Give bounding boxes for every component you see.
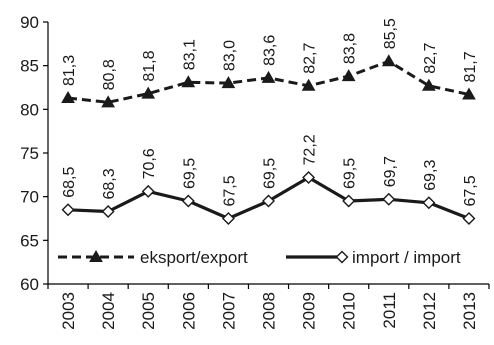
- x-tick-label: 2005: [139, 292, 158, 330]
- data-point-marker: [181, 75, 196, 88]
- y-tick-label: 75: [20, 144, 39, 163]
- data-label: 80,8: [101, 59, 118, 90]
- data-point-marker: [341, 69, 356, 82]
- data-point-marker: [101, 205, 115, 219]
- legend-swatch-marker: [89, 249, 103, 262]
- y-tick-label: 90: [20, 13, 39, 32]
- data-point-marker: [462, 212, 476, 225]
- data-label: 83,1: [181, 39, 198, 70]
- data-point-marker: [261, 70, 276, 83]
- x-tick-label: 2012: [420, 292, 439, 330]
- data-label: 81,3: [61, 55, 78, 86]
- data-point-marker: [221, 212, 235, 225]
- y-tick-label: 65: [20, 231, 39, 250]
- data-point-marker: [302, 170, 316, 184]
- data-label: 85,5: [382, 18, 399, 49]
- data-point-marker: [101, 95, 115, 108]
- data-point-marker: [61, 90, 75, 103]
- data-point-marker: [462, 87, 476, 100]
- data-label: 69,5: [262, 158, 279, 189]
- data-point-marker: [181, 194, 195, 208]
- data-label: 67,5: [221, 175, 238, 206]
- data-label: 72,2: [302, 134, 319, 165]
- y-tick-label: 85: [20, 57, 39, 76]
- x-tick-label: 2003: [59, 292, 78, 330]
- data-point-marker: [422, 196, 436, 210]
- data-point-marker: [382, 192, 396, 206]
- x-tick-label: 2010: [340, 292, 359, 330]
- x-tick-label: 2004: [99, 292, 118, 330]
- data-label: 68,3: [101, 168, 118, 199]
- y-tick-label: 60: [20, 275, 39, 294]
- legend-label: import / import: [352, 248, 461, 267]
- legend-swatch-marker: [335, 250, 349, 264]
- data-point-marker: [262, 194, 275, 208]
- x-tick-label: 2007: [219, 292, 238, 330]
- data-label: 82,7: [422, 43, 439, 74]
- data-label: 81,8: [141, 50, 158, 81]
- x-tick-label: 2006: [179, 292, 198, 330]
- data-label: 69,3: [422, 160, 439, 191]
- data-label: 70,6: [141, 148, 158, 179]
- data-point-marker: [141, 86, 156, 99]
- data-label: 82,7: [302, 43, 319, 74]
- data-label: 69,7: [382, 156, 399, 187]
- x-tick-label: 2009: [300, 292, 319, 330]
- data-label: 68,5: [61, 167, 78, 198]
- data-point-marker: [221, 76, 236, 89]
- data-label: 81,7: [462, 51, 479, 82]
- x-tick-label: 2008: [260, 292, 279, 330]
- x-tick-label: 2013: [460, 292, 479, 330]
- data-label: 83,0: [221, 40, 238, 71]
- data-point-marker: [342, 194, 356, 208]
- data-label: 83,8: [342, 33, 359, 64]
- data-point-marker: [141, 184, 155, 198]
- data-label: 83,6: [262, 35, 279, 66]
- data-point-marker: [381, 54, 396, 67]
- data-point-marker: [61, 203, 75, 217]
- y-tick-label: 70: [20, 188, 39, 207]
- data-label: 69,5: [181, 158, 198, 189]
- data-label: 69,5: [342, 158, 359, 189]
- y-tick-label: 80: [20, 100, 39, 119]
- legend-label: eksport/export: [140, 248, 248, 267]
- data-point-marker: [301, 78, 316, 91]
- data-point-marker: [422, 78, 436, 91]
- data-label: 67,5: [462, 175, 479, 206]
- x-tick-label: 2011: [380, 292, 399, 329]
